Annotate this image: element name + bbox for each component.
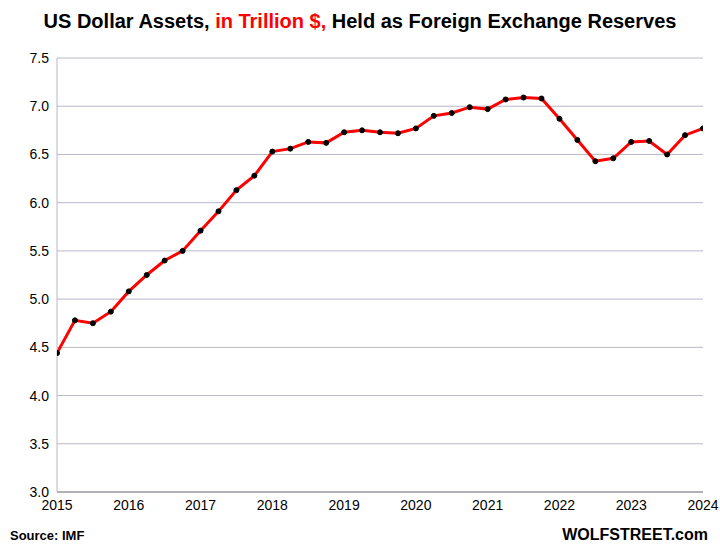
svg-text:4.5: 4.5 (30, 339, 50, 355)
svg-text:2021: 2021 (472, 497, 503, 513)
svg-text:7.0: 7.0 (30, 98, 50, 114)
html-text:Source: IMF: Source: IMF (10, 528, 85, 543)
svg-text:3.5: 3.5 (30, 436, 50, 452)
svg-text:2024: 2024 (687, 497, 712, 513)
html-text:US Dollar Assets, in Trillion: US Dollar Assets, in Trillion $, Held as… (43, 10, 677, 32)
svg-text:4.0: 4.0 (30, 388, 50, 404)
svg-text:2015: 2015 (41, 496, 73, 513)
svg-text:5.5: 5.5 (30, 243, 50, 259)
svg-text:2017: 2017 (185, 497, 216, 513)
svg-text:2018: 2018 (257, 497, 288, 513)
svg-text:6.5: 6.5 (30, 146, 50, 162)
svg-text:2016: 2016 (113, 497, 144, 513)
svg-text:7.5: 7.5 (30, 50, 50, 66)
svg-text:3.0: 3.0 (30, 484, 50, 500)
html-text:WOLFSTREET.com: WOLFSTREET.com (562, 526, 708, 543)
svg-text:2020: 2020 (400, 497, 431, 513)
svg-text:2022: 2022 (544, 497, 575, 513)
svg-text:2019: 2019 (329, 497, 360, 513)
svg-text:5.0: 5.0 (30, 291, 50, 307)
svg-text:2023: 2023 (616, 497, 647, 513)
svg-text:6.0: 6.0 (30, 195, 50, 211)
